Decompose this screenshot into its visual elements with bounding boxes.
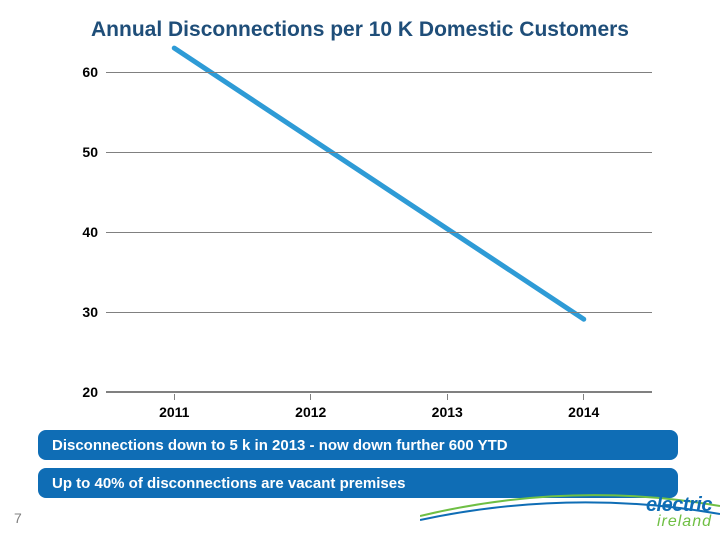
brand-logo: electric ireland (612, 494, 712, 531)
x-tick-text: 2013 (432, 404, 463, 420)
tick-mark (310, 394, 311, 400)
callout-disconnections-2013: Disconnections down to 5 k in 2013 - now… (38, 430, 678, 460)
callout-text: Up to 40% of disconnections are vacant p… (52, 475, 405, 492)
x-tick-label: 2014 (516, 394, 653, 418)
gridline (106, 72, 652, 73)
tick-mark (447, 394, 448, 400)
plot-area: 2030405060 (106, 72, 652, 392)
x-tick-label: 2012 (243, 394, 380, 418)
x-axis: 2011 2012 2013 2014 (106, 394, 652, 418)
y-tick-label: 30 (82, 304, 98, 320)
y-tick-label: 40 (82, 224, 98, 240)
gridline (106, 392, 652, 393)
callout-text: Disconnections down to 5 k in 2013 - now… (52, 437, 508, 454)
tick-mark (174, 394, 175, 400)
gridline (106, 152, 652, 153)
x-tick-text: 2012 (295, 404, 326, 420)
y-tick-label: 60 (82, 64, 98, 80)
slide-title: Annual Disconnections per 10 K Domestic … (0, 18, 720, 42)
y-tick-label: 20 (82, 384, 98, 400)
tick-mark (583, 394, 584, 400)
x-tick-text: 2014 (568, 404, 599, 420)
y-tick-label: 50 (82, 144, 98, 160)
gridline (106, 232, 652, 233)
logo-line2: ireland (612, 513, 712, 531)
x-tick-text: 2011 (159, 404, 189, 420)
slide-root: Annual Disconnections per 10 K Domestic … (0, 0, 720, 540)
gridline (106, 312, 652, 313)
page-number: 7 (14, 510, 22, 526)
x-tick-label: 2011 (106, 394, 243, 418)
x-tick-label: 2013 (379, 394, 516, 418)
